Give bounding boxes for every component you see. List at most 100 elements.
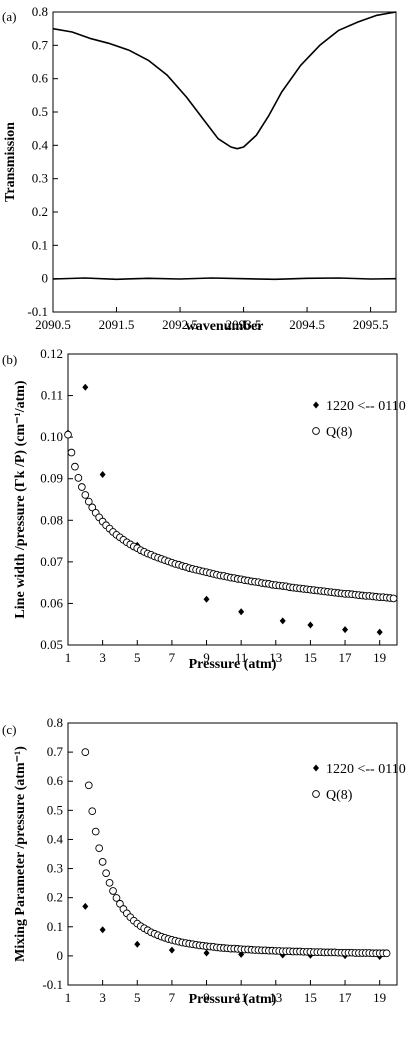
- panel-b-ytick-label: 0.10: [40, 429, 63, 444]
- panel-b-circle-point: [74, 474, 83, 482]
- panel-c-diamond-point: [82, 902, 89, 910]
- panel-c-circle-point: [116, 899, 124, 908]
- panel-b-diamond-point: [279, 617, 286, 625]
- panel-a-series-line-2: [52, 277, 397, 281]
- panel-b-xtick-label: 1: [65, 650, 72, 665]
- panel-c-legend-circle-marker: [312, 790, 320, 798]
- panel-c-xtick-label: 15: [304, 990, 317, 1005]
- panel-b-ytick-label: 0.06: [40, 595, 63, 610]
- panel-b-ytick-label: 0.05: [40, 637, 63, 652]
- panel-c-x-axis-label: Pressure (atm): [189, 992, 277, 1007]
- panel-b-xtick-label: 19: [373, 650, 386, 665]
- panel-b-legend-diamond-marker: [313, 401, 319, 409]
- panel-a-ytick-label: 0: [42, 271, 49, 286]
- panel-c-xtick-label: 3: [99, 990, 106, 1005]
- panel-b-circle-point: [84, 497, 93, 506]
- panel-b-xtick-label: 3: [99, 650, 106, 665]
- panel-c-xtick-label: 17: [339, 990, 353, 1005]
- panel-b-legend-circle-marker: [312, 427, 320, 435]
- panel-c-xtick-label: 5: [134, 990, 141, 1005]
- panel-c-ytick-label: 0.2: [47, 890, 63, 905]
- panel-a-ytick-label: 0.7: [32, 37, 49, 52]
- panel-c-ytick-label: 0.3: [47, 861, 63, 876]
- panel-b-ytick-label: 0.12: [40, 346, 63, 361]
- panel-c-plot-frame: [67, 722, 398, 986]
- panel-c-ytick-label: 0.8: [47, 715, 63, 730]
- panel-b-circle-point: [78, 483, 86, 491]
- panel-c-diamond-point: [168, 946, 175, 954]
- panel-c-xtick-label: 7: [169, 990, 176, 1005]
- panel-a-ytick-label: 0.4: [32, 137, 49, 152]
- panel-c-ytick-label: 0.7: [47, 744, 64, 759]
- panel-c-circle-point: [98, 858, 107, 866]
- panel-a-ytick-label: 0.2: [32, 204, 48, 219]
- panel-a-xtick-label: 2092.5: [162, 317, 198, 332]
- panel-b-ytick-label: 0.08: [40, 512, 63, 527]
- panel-c-ytick-label: 0.5: [47, 802, 63, 817]
- panel-b-circle-point: [71, 462, 79, 471]
- panel-c-circle-point: [84, 781, 93, 790]
- panel-a-ytick-label: 0.3: [32, 171, 48, 186]
- panel-c-circle-point: [102, 869, 110, 878]
- panel-b-y-axis-label: Line width /pressure (Γk /P) (cm⁻¹/atm): [13, 380, 28, 618]
- panel-b-diamond-point: [82, 383, 89, 391]
- panel-b-diamond-point: [376, 628, 383, 636]
- panel-b-circle-point: [81, 491, 90, 499]
- panel-a-xtick-label: 2095.5: [353, 317, 389, 332]
- panel-c-ytick-label: 0: [57, 948, 64, 963]
- panel-c-circle-point: [105, 878, 114, 887]
- panel-b-xtick-label: 9: [203, 650, 210, 665]
- panel-c-circle-point: [91, 827, 100, 836]
- panel-b-ytick-label: 0.11: [41, 388, 63, 403]
- panel-b-legend-label: 1220 <-- 0110: [326, 399, 406, 414]
- panel-b-diamond-point: [238, 608, 245, 616]
- panel-c-xtick-label: 13: [269, 990, 282, 1005]
- panel-b-diamond-point: [307, 621, 314, 629]
- panel-b-circle-point: [67, 448, 76, 457]
- panel-b-xtick-label: 11: [235, 650, 248, 665]
- panel-a-series-line-1: [52, 11, 397, 150]
- panel-c-circle-point: [88, 807, 97, 816]
- panel-b-diamond-point: [342, 626, 349, 634]
- panel-c-legend-diamond-marker: [313, 764, 319, 772]
- panel-a-xtick-label: 2094.5: [289, 317, 325, 332]
- panel-a-ytick-label: 0.1: [32, 237, 48, 252]
- panel-b-diamond-point: [99, 471, 106, 479]
- panel-b-xtick-label: 7: [169, 650, 176, 665]
- panel-b-xtick-label: 15: [304, 650, 317, 665]
- panel-b-x-axis-label: Pressure (atm): [189, 657, 277, 672]
- panel-c-xtick-label: 9: [203, 990, 210, 1005]
- panel-c-circle-point: [109, 887, 117, 895]
- panel-b-diamond-point: [203, 595, 210, 603]
- panel-a-x-axis-label: wavenumber: [186, 319, 264, 334]
- panel-b-ytick-label: 0.07: [40, 554, 63, 569]
- panel-c-xtick-label: 19: [373, 990, 386, 1005]
- panel-c-diamond-point: [203, 949, 210, 957]
- panel-c-circle-point: [382, 949, 391, 958]
- panel-b-plot-frame: [67, 353, 398, 646]
- panel-c-ytick-label: 0.6: [47, 773, 64, 788]
- panel-c-circle-point: [112, 894, 121, 902]
- panel-c-ytick-label: -0.1: [42, 977, 63, 992]
- panel-c-legend-label: Q(8): [326, 788, 353, 803]
- panel-c-y-axis-label: Mixing Parameter /pressure (atm⁻¹): [13, 746, 28, 962]
- panel-b-xtick-label: 5: [134, 650, 141, 665]
- panel-c-circle-point: [95, 844, 104, 853]
- panel-b-xtick-label: 17: [339, 650, 353, 665]
- panel-a-y-axis-label: Transmission: [3, 122, 18, 202]
- panel-b-circle-point: [389, 594, 398, 603]
- panel-a-xtick-label: 2091.5: [99, 317, 135, 332]
- panel-a-ytick-label: -0.1: [27, 304, 48, 319]
- panel-c-legend-label: 1220 <-- 0110: [326, 762, 406, 777]
- panel-a-xtick-label: 2093.5: [226, 317, 262, 332]
- panel-c-ytick-label: 0.1: [47, 919, 63, 934]
- panel-a-panel-label: (a): [2, 9, 16, 24]
- panel-c-ytick-label: 0.4: [47, 831, 64, 846]
- panel-b-panel-label: (b): [2, 352, 17, 367]
- panel-c-diamond-point: [134, 940, 141, 948]
- panel-b-xtick-label: 13: [269, 650, 282, 665]
- panel-b-circle-point: [88, 503, 97, 512]
- panel-a-ytick-label: 0.5: [32, 104, 48, 119]
- panel-a-plot-frame: [52, 11, 397, 313]
